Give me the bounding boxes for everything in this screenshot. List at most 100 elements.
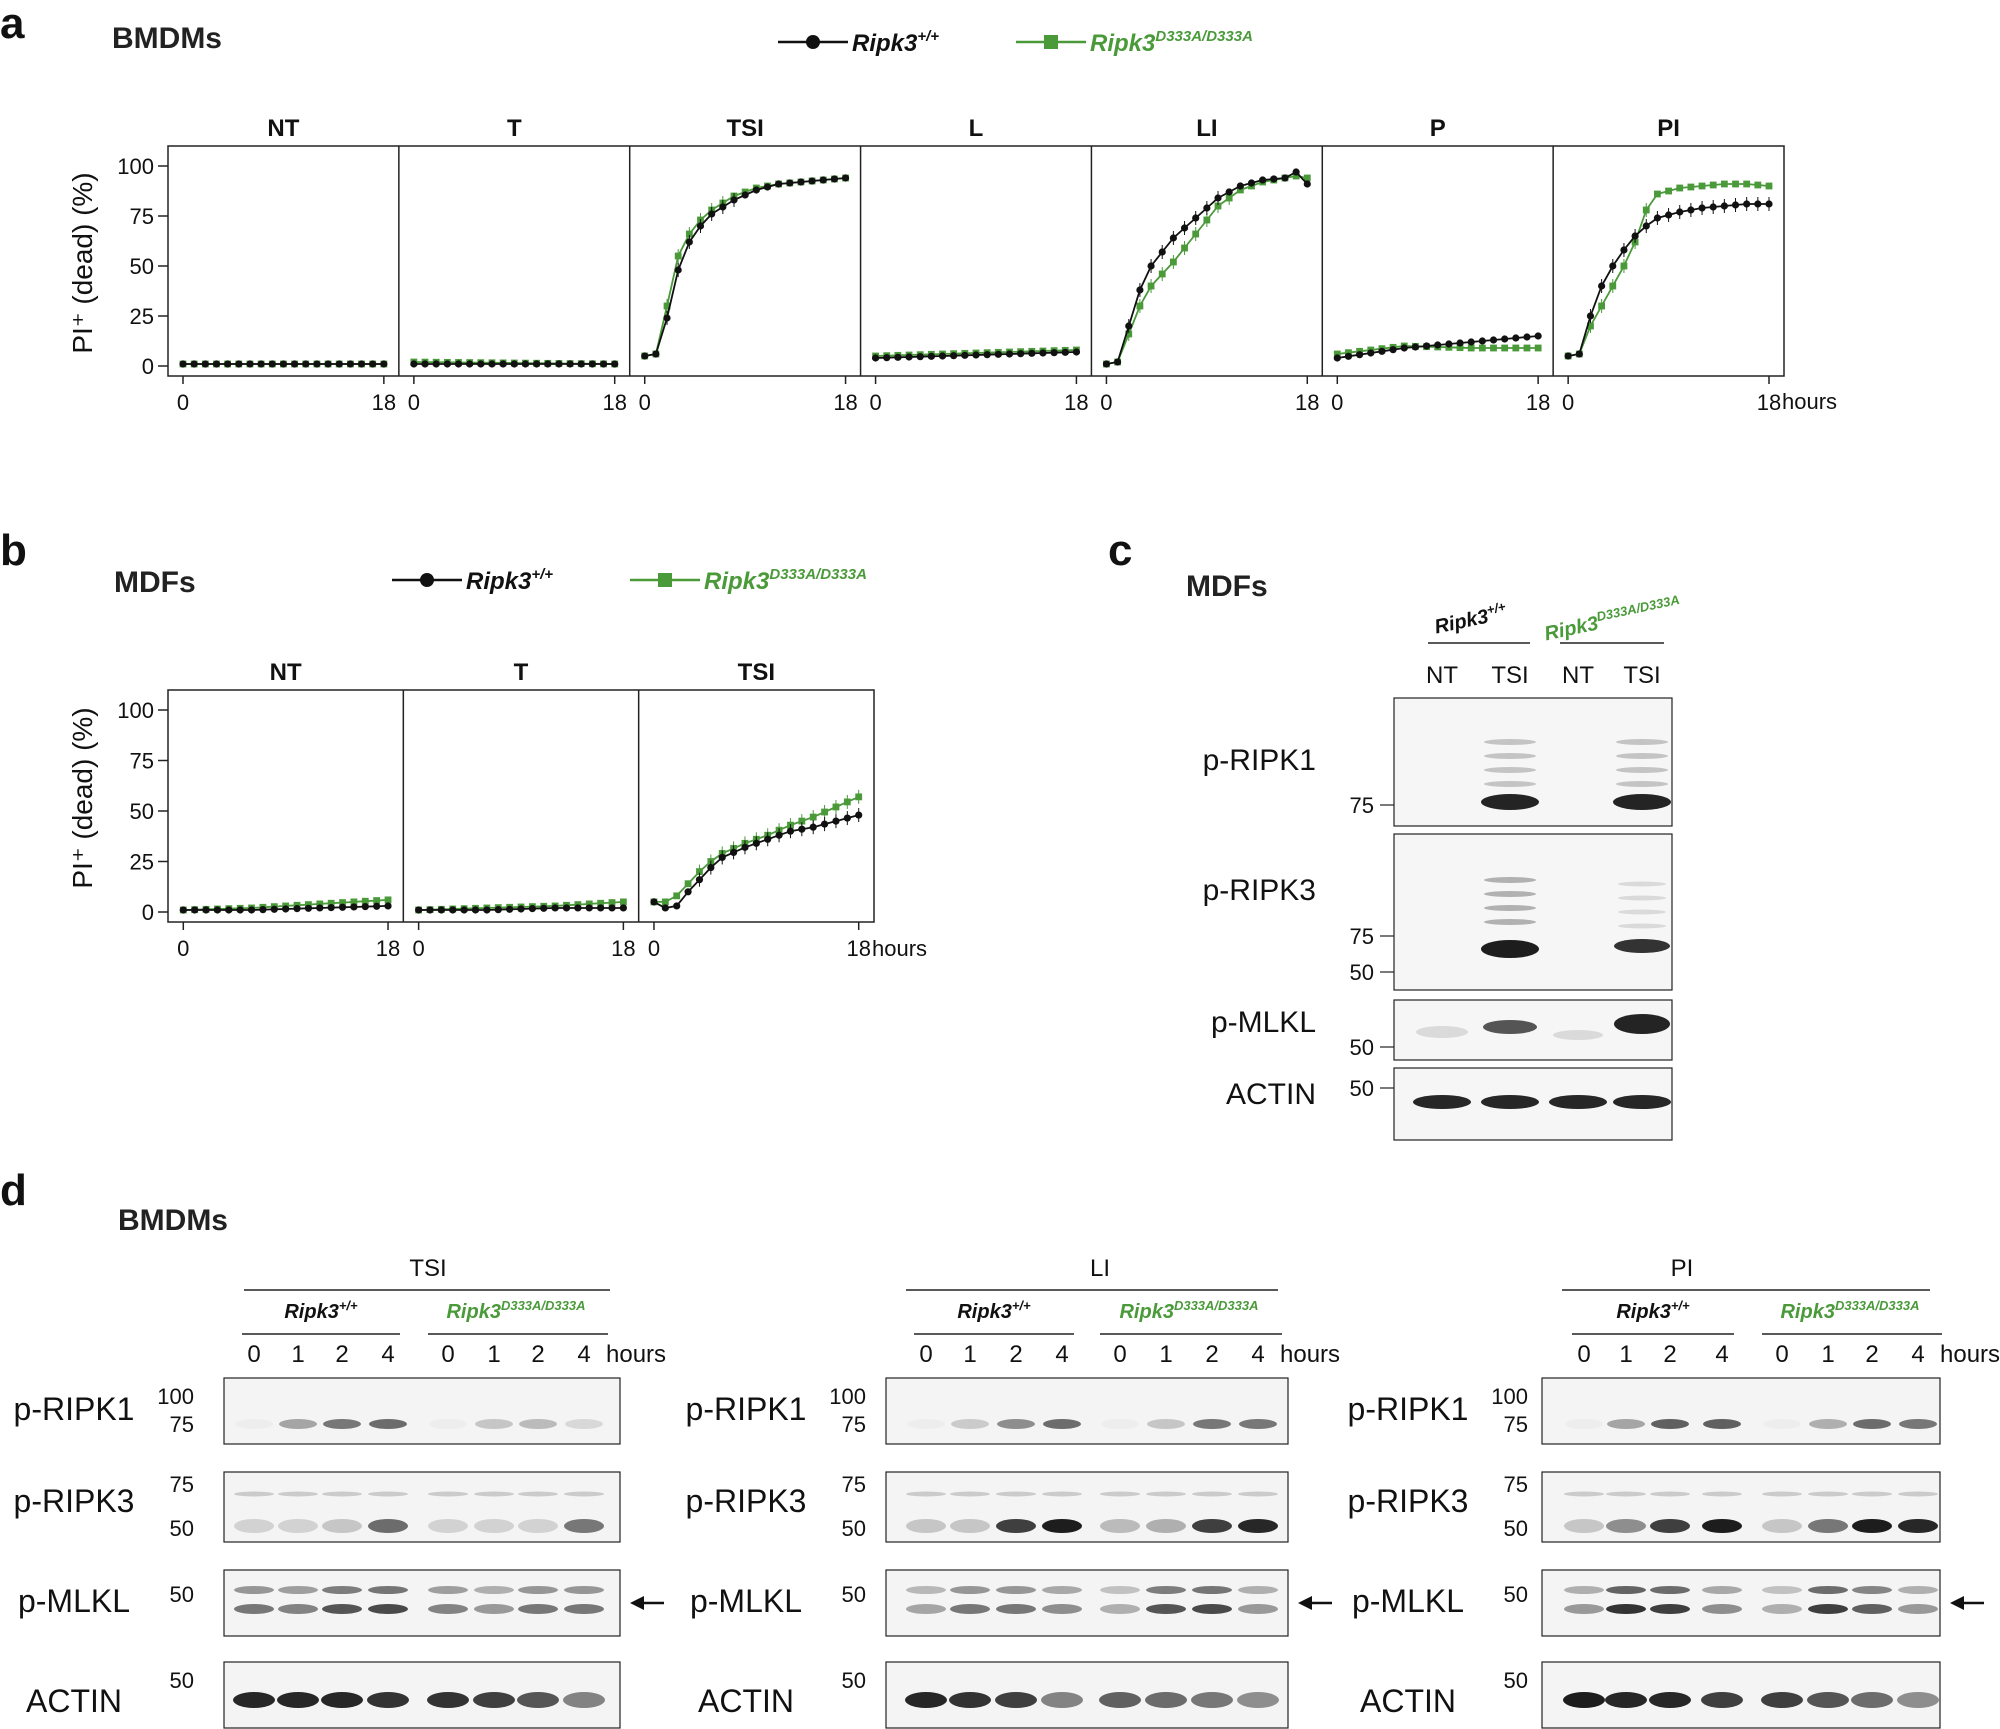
panel-d-blot-p-mlkl — [223, 1569, 621, 1637]
panel-b-wt-point — [820, 820, 829, 828]
panel-a-wt-point — [380, 360, 388, 368]
panel-d-lane-label: 1 — [487, 1341, 500, 1368]
panel-a-wt-point — [1653, 214, 1662, 222]
blot-band — [1238, 1491, 1278, 1497]
blot-band — [1649, 1692, 1691, 1708]
panel-b-wt-point — [236, 906, 244, 914]
panel-a-wt-point — [894, 353, 902, 361]
panel-a-wt-point — [1225, 188, 1233, 196]
panel-a-xtick-label: 0 — [1562, 390, 1574, 415]
panel-d-blot-label: ACTIN — [26, 1683, 122, 1719]
panel-a-wt-point — [599, 360, 608, 368]
panel-b-wt-point — [775, 831, 783, 839]
panel-a-wt-point — [1456, 339, 1464, 347]
panel-b-ytick-label: 0 — [142, 900, 154, 925]
blot-band — [278, 1586, 318, 1594]
panel-d-lane-label: 2 — [1205, 1341, 1218, 1368]
blot-band — [474, 1586, 514, 1594]
panel-b-label: b — [0, 526, 27, 575]
panel-a-wt-point — [588, 360, 596, 368]
panel-b-mut-point — [855, 793, 863, 801]
panel-a-wt-point — [224, 360, 232, 368]
blot-band — [1564, 1519, 1604, 1533]
panel-d-blot-label: p-RIPK3 — [14, 1483, 135, 1519]
blot-band — [1852, 1604, 1892, 1614]
blot-band — [1807, 1692, 1849, 1708]
panel-a-mut-point — [1698, 182, 1706, 190]
blot-band — [1192, 1491, 1232, 1497]
panel-b-mut-point — [373, 897, 381, 904]
panel-d-lane-label: 4 — [1055, 1341, 1068, 1368]
panel-a-mut-point — [1158, 270, 1166, 278]
panel-d-lane-label: 0 — [1775, 1341, 1788, 1368]
panel-a-wt-point — [741, 191, 749, 199]
panel-b-wt-point — [718, 853, 726, 862]
panel-d-lane-label: 2 — [1009, 1341, 1022, 1368]
blot-band — [1484, 767, 1536, 773]
panel-a-wt-point — [1620, 246, 1628, 254]
panel-a-mut-point — [1501, 344, 1509, 352]
panel-a-xtick-label: 18 — [372, 390, 396, 415]
blot-band — [1853, 1419, 1891, 1429]
panel-c-label: c — [1108, 526, 1132, 575]
panel-b-wt-point — [832, 817, 840, 825]
blot-band — [322, 1604, 362, 1614]
blot-band — [1899, 1419, 1937, 1429]
panel-b-wt-point — [707, 863, 715, 872]
genotype-label-wt: Ripk3+/+ — [1616, 1298, 1690, 1323]
panel-d-hours-label: hours — [1280, 1341, 1340, 1368]
blot-band — [1192, 1604, 1232, 1614]
blot-band — [1808, 1519, 1848, 1533]
panel-b-wt-point — [384, 902, 392, 910]
panel-a-mut-point — [685, 230, 693, 238]
panel-c-mw-marker: 50 — [1350, 1035, 1374, 1060]
blot-band — [428, 1586, 468, 1594]
blot-band — [1100, 1604, 1140, 1614]
panel-a-wt-point — [1292, 168, 1300, 176]
blot-band — [1484, 905, 1536, 911]
panel-d-blot-group-pi: PI Ripk3+/+ Ripk3D333A/D333A 0 1 2 4 0 1 2 4 hours p… — [1348, 1255, 2000, 1729]
panel-a-wt-point — [1333, 354, 1341, 362]
panel-b-wt-point — [191, 906, 199, 914]
blot-band — [1099, 1692, 1141, 1708]
panel-b-wt-point — [809, 823, 817, 831]
panel-a-mut-point — [1169, 258, 1177, 266]
blot-band — [1851, 1692, 1893, 1708]
panel-a-xtick-label: 0 — [639, 390, 651, 415]
panel-d-mw-marker: 75 — [170, 1412, 194, 1437]
panel-a-wt-point — [1422, 342, 1431, 350]
blot-band — [1606, 1519, 1646, 1533]
blot-band — [278, 1604, 318, 1614]
panel-a-wt-point — [938, 352, 947, 360]
panel-b-legend-mut-marker — [658, 573, 672, 587]
panel-a-mut-point — [1720, 180, 1728, 188]
panel-b-wt-point — [574, 904, 582, 912]
panel-b-wt-point — [270, 905, 278, 913]
panel-a-wt-point — [1180, 224, 1189, 232]
blot-band — [1898, 1586, 1938, 1594]
blot-band — [278, 1491, 318, 1497]
panel-a-wt-point — [357, 360, 366, 368]
panel-d-blot-p-ripk3 — [885, 1471, 1289, 1543]
blot-band — [1101, 1419, 1139, 1429]
panel-a-wt-point — [1192, 214, 1200, 222]
panel-a-mut-point — [1754, 181, 1762, 189]
blot-band — [428, 1491, 468, 1497]
panel-d-lane-label: 0 — [247, 1341, 260, 1368]
panel-a-wt-point — [190, 360, 198, 368]
panel-b-wt-point — [471, 906, 480, 914]
blot-band — [1413, 1095, 1471, 1109]
blot-band — [1565, 1419, 1603, 1429]
blot-band — [1145, 1692, 1187, 1708]
panel-a-mut-point — [1687, 183, 1695, 191]
panel-d-lane-label: 0 — [919, 1341, 932, 1368]
panel-b-wt-point — [608, 904, 616, 912]
blot-band — [949, 1692, 991, 1708]
panel-d-blot-label: p-RIPK1 — [1348, 1391, 1469, 1427]
panel-b-mut-point — [843, 798, 851, 806]
blot-band — [475, 1419, 513, 1429]
panel-a-wt-point — [521, 360, 530, 368]
blot-band — [1239, 1419, 1277, 1429]
panel-a-wt-point — [1743, 200, 1751, 208]
panel-d-lane-label: 4 — [1251, 1341, 1264, 1368]
